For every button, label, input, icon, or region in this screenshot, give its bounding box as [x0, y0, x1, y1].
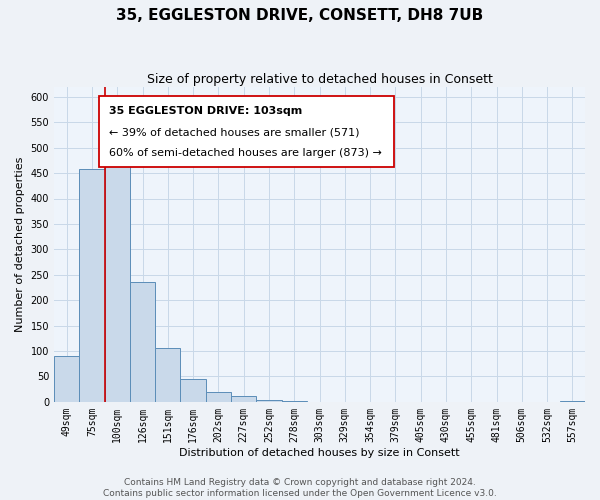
Bar [281, 401, 307, 402]
Bar [79, 169, 104, 402]
Text: ← 39% of detached houses are smaller (571): ← 39% of detached houses are smaller (57… [109, 127, 359, 137]
Bar [206, 392, 231, 402]
Text: 35, EGGLESTON DRIVE, CONSETT, DH8 7UB: 35, EGGLESTON DRIVE, CONSETT, DH8 7UB [116, 8, 484, 22]
Bar [181, 379, 206, 402]
Y-axis label: Number of detached properties: Number of detached properties [15, 156, 25, 332]
Bar [155, 348, 181, 402]
Text: 35 EGGLESTON DRIVE: 103sqm: 35 EGGLESTON DRIVE: 103sqm [109, 106, 302, 116]
Bar [54, 356, 79, 402]
Text: 60% of semi-detached houses are larger (873) →: 60% of semi-detached houses are larger (… [109, 148, 382, 158]
X-axis label: Distribution of detached houses by size in Consett: Distribution of detached houses by size … [179, 448, 460, 458]
Bar [560, 401, 585, 402]
Bar [231, 396, 256, 402]
Bar [256, 400, 281, 402]
Bar [130, 282, 155, 402]
Text: Contains HM Land Registry data © Crown copyright and database right 2024.
Contai: Contains HM Land Registry data © Crown c… [103, 478, 497, 498]
Bar [104, 148, 130, 402]
FancyBboxPatch shape [99, 96, 394, 167]
Title: Size of property relative to detached houses in Consett: Size of property relative to detached ho… [146, 72, 493, 86]
